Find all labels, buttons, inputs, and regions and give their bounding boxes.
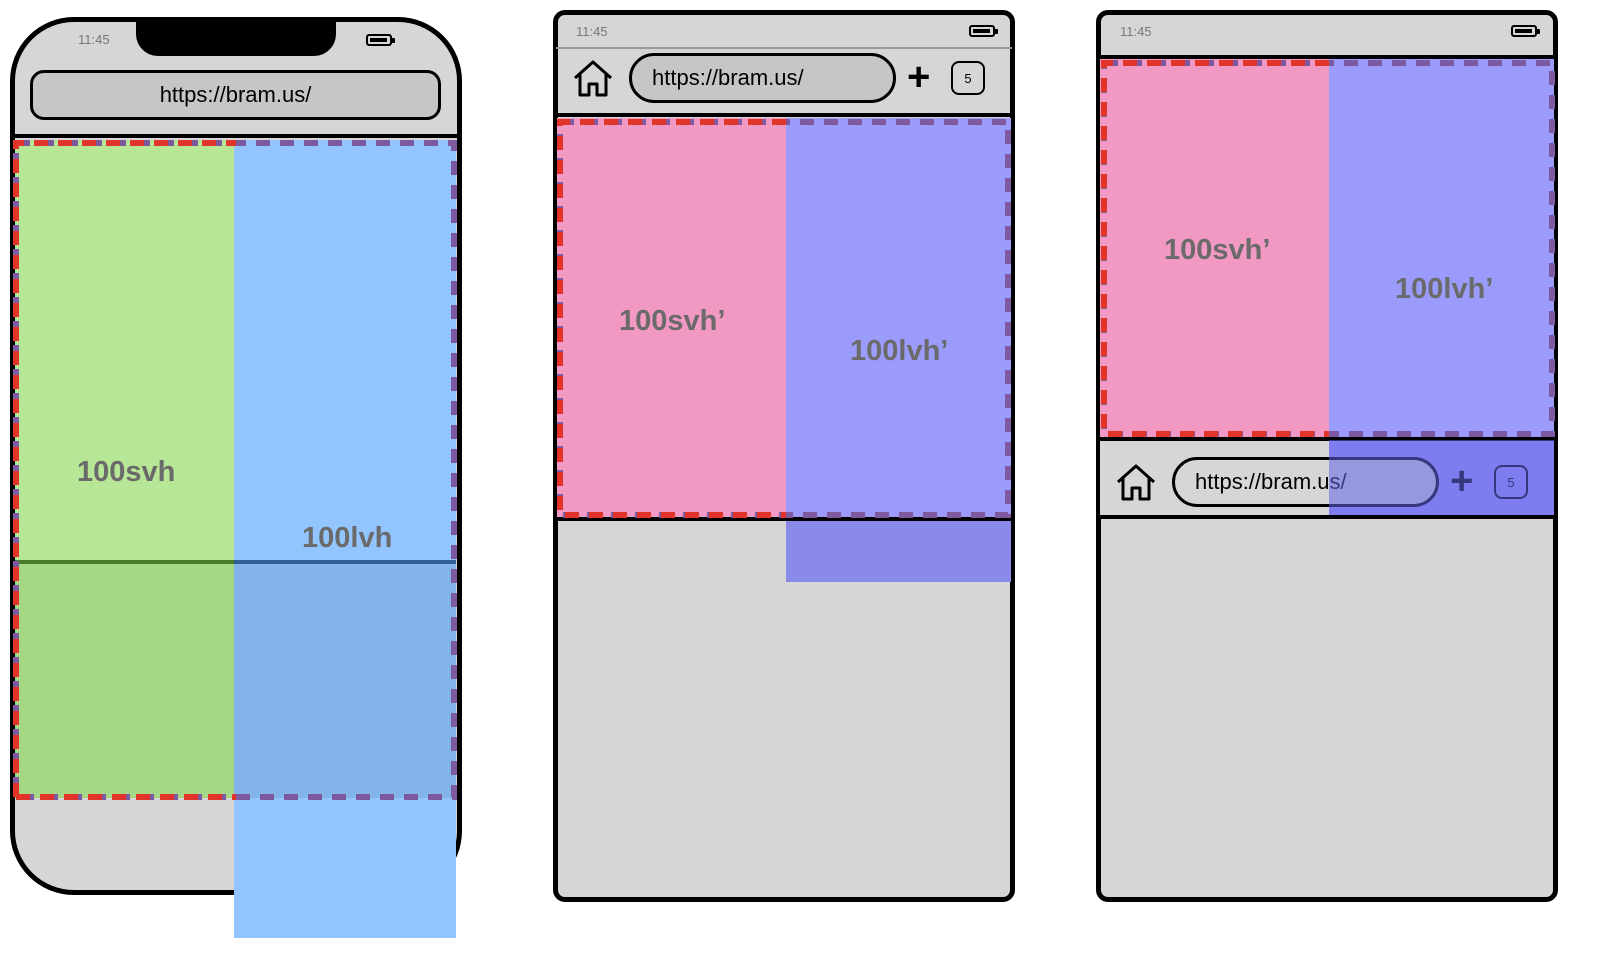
svh-region: [1100, 59, 1329, 437]
tab-count: 5: [964, 70, 972, 86]
svh-region-lower-shade: [15, 562, 234, 798]
lvh-toolbar-overlay: [1329, 440, 1554, 515]
phone-1-lvh-label: 100lvh: [302, 522, 393, 554]
svh-region: [557, 118, 786, 517]
phone-3-toolbar-bottom-line: [1099, 515, 1555, 519]
phone-2-viewport-bottom-line: [556, 517, 1012, 521]
phone-1-url-text: https://bram.us/: [159, 82, 312, 107]
phone-2-toolbar-divider: [556, 113, 1012, 117]
home-icon[interactable]: [1115, 462, 1157, 502]
phone-1-toolbar-divider: [12, 134, 460, 138]
svh-dashed-outline-red: [13, 140, 236, 800]
phone-2-status-divider: [556, 47, 1012, 49]
phone-3-dashed-outlines: [1101, 60, 1555, 437]
phone-2-clock: 11:45: [576, 24, 608, 39]
lvh-region: [786, 118, 1011, 517]
svh-dashed-outline-red: [557, 119, 786, 518]
phone-2-dashed-outlines: [557, 119, 1011, 518]
new-tab-icon[interactable]: +: [907, 55, 931, 99]
phone-1-url-bar[interactable]: https://bram.us/: [30, 70, 441, 120]
phone-3-url-text: https://bram.us/: [1195, 469, 1347, 494]
phone-3-status-divider: [1099, 55, 1555, 59]
phone-2-url-bar[interactable]: https://bram.us/: [629, 53, 896, 103]
phone-3-toolbar-top-line: [1099, 437, 1555, 441]
battery-icon: [1511, 25, 1540, 37]
lvh-divider-line: [234, 560, 456, 564]
svh-dashed-outline-red: [1101, 60, 1329, 437]
home-icon[interactable]: [572, 58, 614, 98]
phone-2-url-text: https://bram.us/: [652, 65, 804, 90]
phone-1-dashed-outlines: [13, 140, 457, 800]
svh-divider-line: [15, 560, 234, 564]
battery-icon: [366, 34, 395, 46]
phone-2-svh-label: 100svh’: [619, 305, 726, 337]
lvh-overflow-region: [786, 520, 1011, 582]
phone-2-lvh-label: 100lvh’: [850, 335, 949, 367]
lvh-region-lower-shade: [234, 562, 456, 798]
phone-3-svh-label: 100svh’: [1164, 234, 1271, 266]
lvh-region: [234, 140, 456, 938]
phone-3-clock: 11:45: [1120, 24, 1152, 39]
tab-count-button[interactable]: 5: [951, 61, 985, 95]
phone-1-clock: 11:45: [78, 32, 110, 47]
phone-1-notch: [136, 18, 336, 56]
phone-1-svh-label: 100svh: [77, 456, 176, 488]
phone-3-lvh-label: 100lvh’: [1395, 273, 1494, 305]
battery-icon: [969, 25, 998, 37]
